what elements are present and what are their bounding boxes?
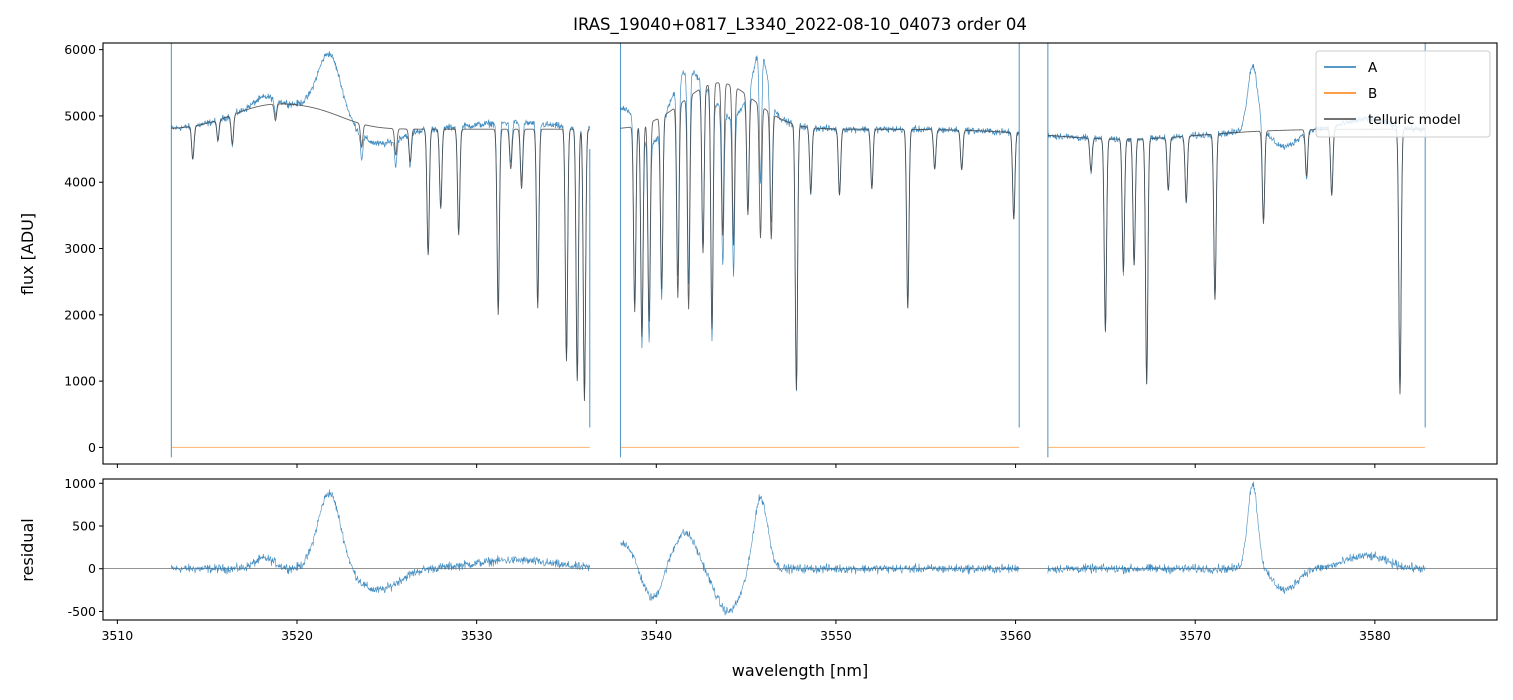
flux-y-tick-label: 6000 bbox=[64, 42, 96, 57]
flux-y-tick-label: 3000 bbox=[64, 241, 96, 256]
residual-panel: -500 0 500 1000 3510 3520 3530 3540 3550 3560 357… bbox=[64, 476, 1498, 643]
flux-y-tick-label: 0 bbox=[88, 440, 96, 455]
wavelength-tick-label: 3510 bbox=[101, 628, 133, 643]
wavelength-tick-label: 3550 bbox=[820, 628, 852, 643]
wavelength-tick-label: 3570 bbox=[1179, 628, 1211, 643]
telluric-model-line bbox=[620, 82, 1020, 391]
chart-title: IRAS_19040+0817_L3340_2022-08-10_04073 o… bbox=[573, 15, 1027, 35]
wavelength-tick-label: 3530 bbox=[461, 628, 493, 643]
residual-y-ticks: -500 0 500 1000 bbox=[64, 476, 103, 619]
flux-y-tick-label: 1000 bbox=[64, 374, 96, 389]
residual-y-tick-label: -500 bbox=[68, 604, 96, 619]
wavelength-tick-label: 3560 bbox=[1000, 628, 1032, 643]
flux-y-tick-label: 2000 bbox=[64, 307, 96, 322]
residual-y-tick-label: 1000 bbox=[64, 476, 96, 491]
residual-panel-frame bbox=[102, 478, 1498, 621]
residual-x-ticks: 3510 3520 3530 3540 3550 3560 3570 3580 bbox=[101, 620, 1391, 643]
legend-box bbox=[1315, 50, 1491, 138]
residual-plot-area bbox=[103, 481, 1497, 616]
residual-line bbox=[170, 489, 591, 594]
wavelength-tick-label: 3520 bbox=[281, 628, 313, 643]
residual-line bbox=[1047, 481, 1426, 594]
residual-line bbox=[620, 494, 1020, 616]
flux-y-ticks: 0 1000 2000 3000 4000 5000 6000 bbox=[64, 42, 103, 455]
wavelength-tick-label: 3580 bbox=[1359, 628, 1391, 643]
flux-x-ticks bbox=[116, 464, 1376, 468]
residual-y-tick-label: 0 bbox=[88, 561, 96, 576]
flux-panel-frame bbox=[102, 42, 1498, 465]
flux-y-tick-label: 5000 bbox=[64, 108, 96, 123]
telluric-model-line bbox=[171, 103, 590, 401]
flux-axis-label: flux [ADU] bbox=[18, 213, 37, 295]
legend: A B telluric model bbox=[1315, 50, 1491, 138]
legend-label-a: A bbox=[1368, 60, 1378, 76]
legend-label-telluric: telluric model bbox=[1368, 112, 1461, 128]
residual-y-tick-label: 500 bbox=[72, 519, 96, 534]
legend-label-b: B bbox=[1368, 86, 1377, 102]
wavelength-tick-label: 3540 bbox=[640, 628, 672, 643]
residual-axis-label: residual bbox=[18, 518, 37, 581]
flux-y-tick-label: 4000 bbox=[64, 175, 96, 190]
wavelength-axis-label: wavelength [nm] bbox=[732, 661, 869, 680]
